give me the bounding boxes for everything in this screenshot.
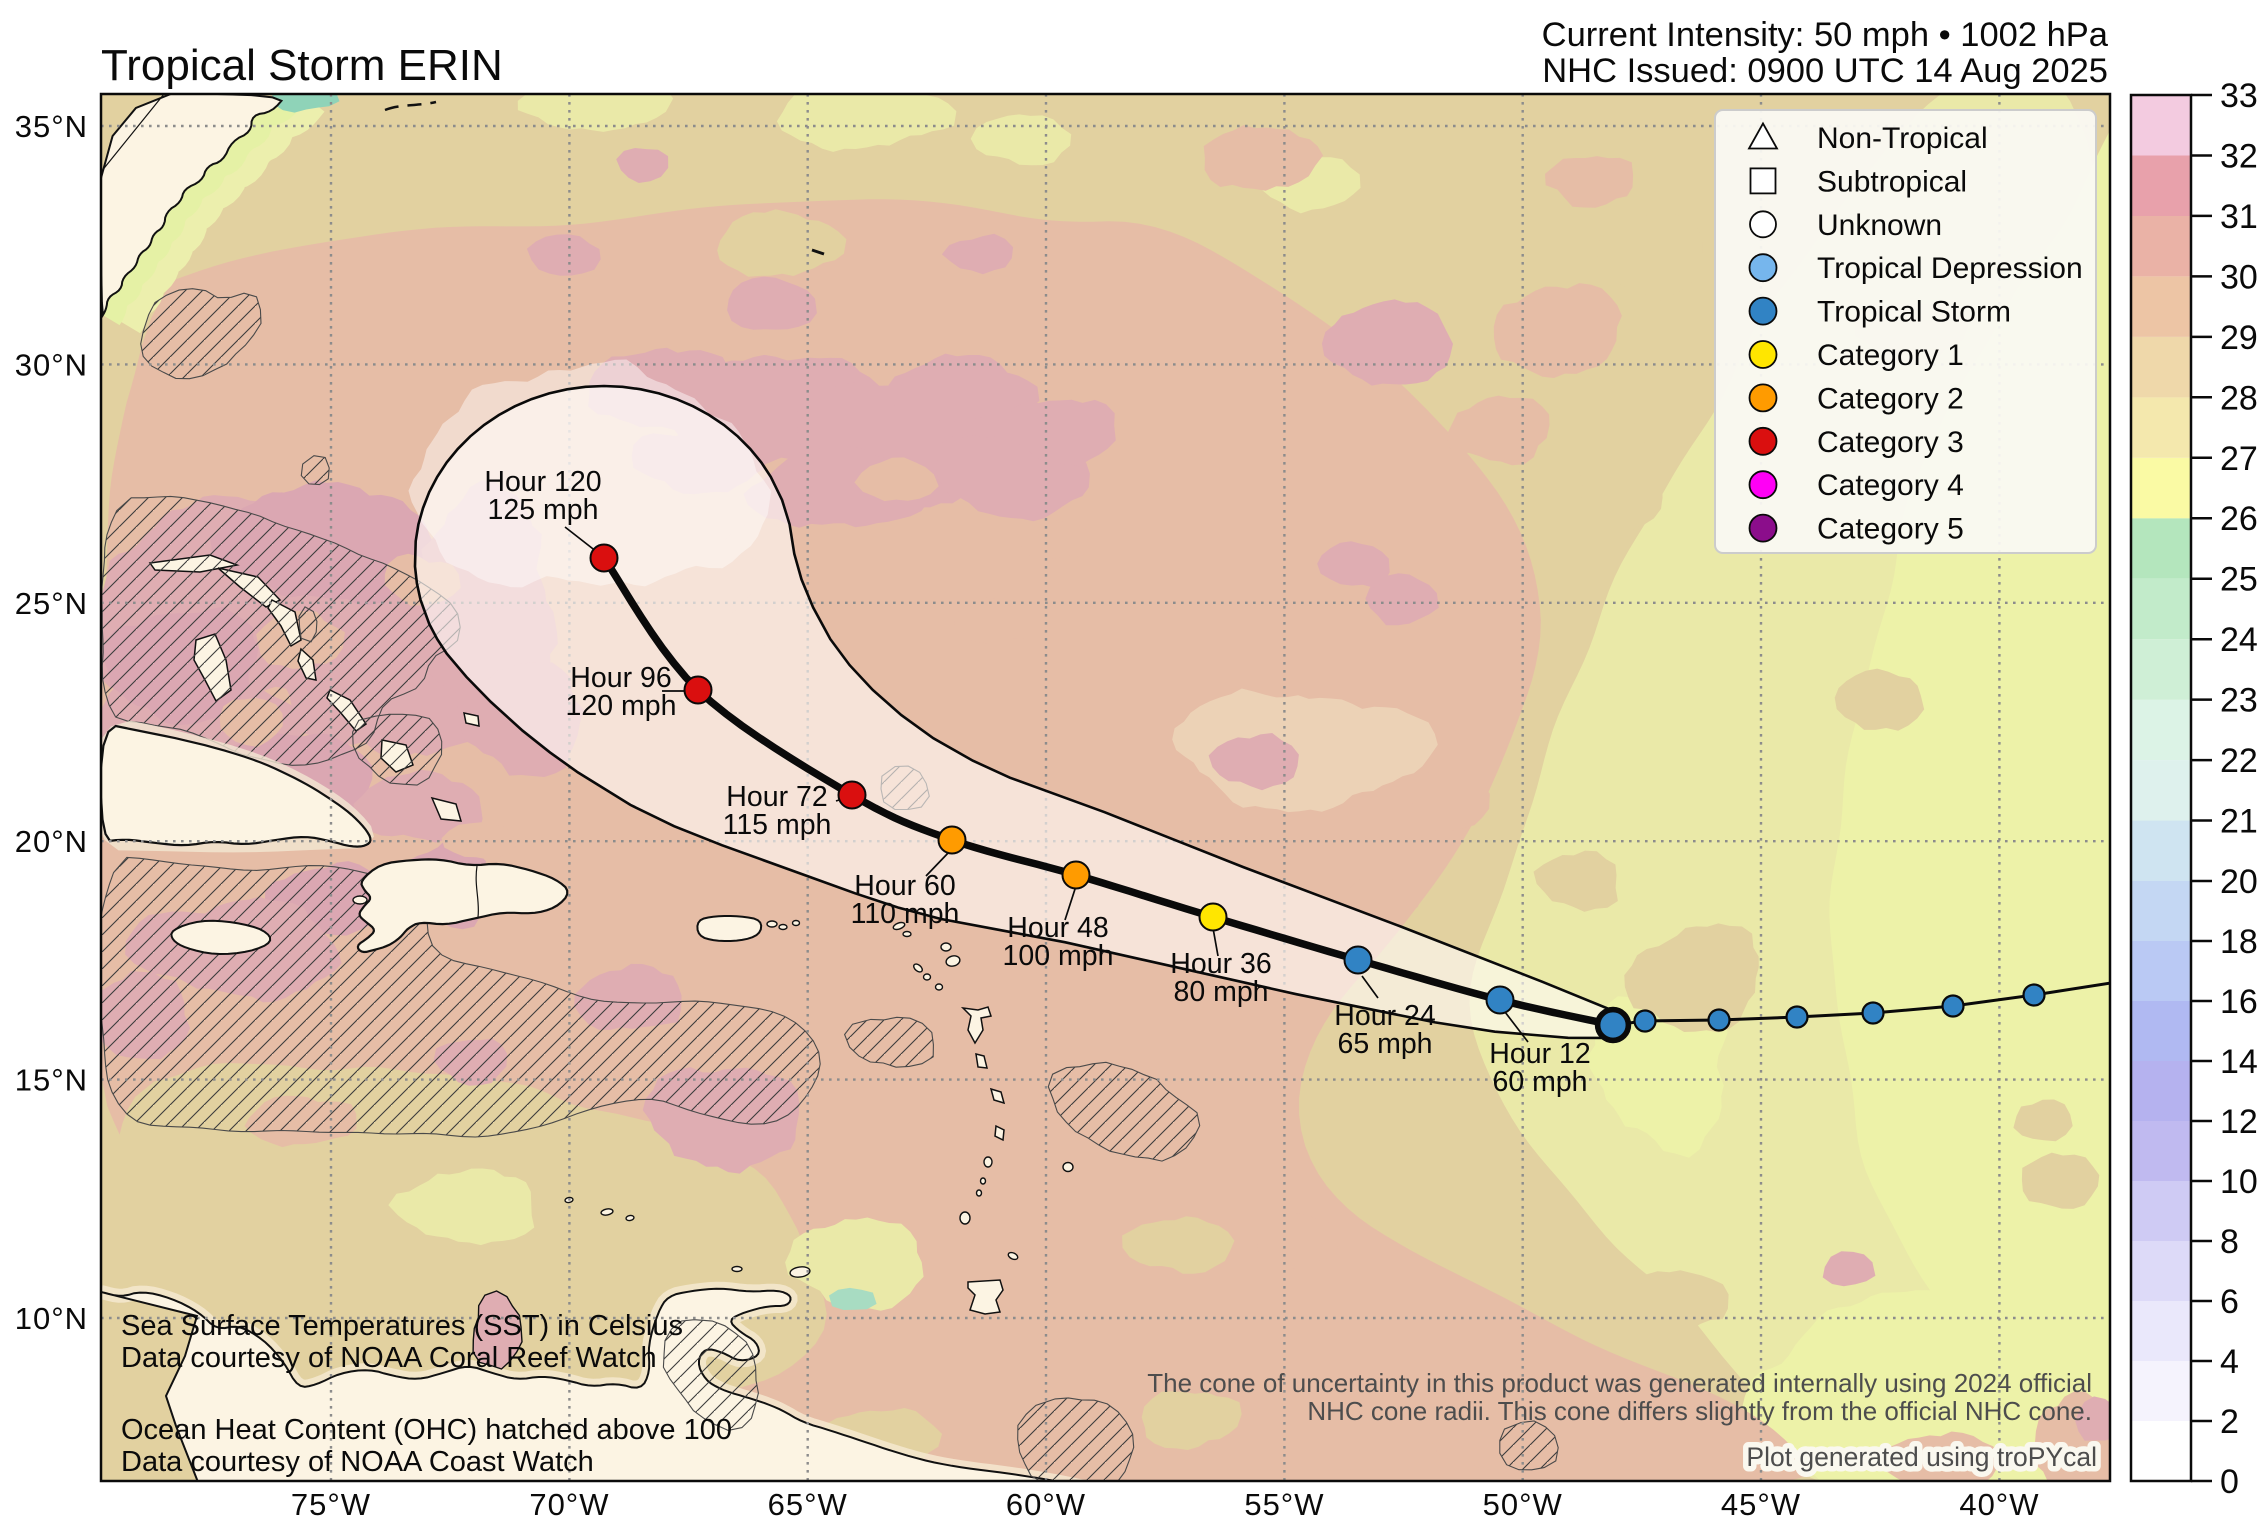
svg-text:10: 10 <box>2220 1163 2258 1201</box>
svg-text:110 mph: 110 mph <box>851 898 960 930</box>
svg-text:100 mph: 100 mph <box>1003 940 1114 972</box>
svg-text:65 mph: 65 mph <box>1337 1028 1432 1060</box>
svg-text:125 mph: 125 mph <box>488 494 599 526</box>
svg-text:Hour 24: Hour 24 <box>1334 1000 1436 1032</box>
svg-text:50°W: 50°W <box>1483 1487 1563 1522</box>
svg-text:Hour 60: Hour 60 <box>854 870 955 902</box>
svg-text:65°W: 65°W <box>768 1487 848 1522</box>
svg-text:Hour 48: Hour 48 <box>1007 912 1108 944</box>
svg-text:27: 27 <box>2220 440 2258 478</box>
svg-text:35°N: 35°N <box>15 109 88 144</box>
svg-text:20: 20 <box>2220 863 2258 901</box>
svg-text:Category 2: Category 2 <box>1817 382 1964 415</box>
svg-text:Ocean Heat Content (OHC) hatch: Ocean Heat Content (OHC) hatched above 1… <box>121 1414 732 1446</box>
svg-text:Non-Tropical: Non-Tropical <box>1817 122 1988 155</box>
svg-text:NHC Issued: 0900 UTC 14 Aug 20: NHC Issued: 0900 UTC 14 Aug 2025 <box>1542 52 2108 90</box>
svg-text:75°W: 75°W <box>291 1487 371 1522</box>
svg-text:6: 6 <box>2220 1283 2239 1321</box>
svg-text:120 mph: 120 mph <box>566 690 677 722</box>
svg-text:14: 14 <box>2220 1043 2258 1081</box>
svg-text:Subtropical: Subtropical <box>1817 165 1967 198</box>
svg-text:Category 1: Category 1 <box>1817 339 1964 372</box>
svg-text:Sea Surface Temperatures (SST): Sea Surface Temperatures (SST) in Celsiu… <box>121 1310 683 1342</box>
svg-text:10°N: 10°N <box>15 1301 88 1336</box>
svg-text:Tropical Storm: Tropical Storm <box>1817 296 2011 329</box>
svg-text:Hour 72: Hour 72 <box>726 781 827 813</box>
svg-text:80 mph: 80 mph <box>1173 976 1268 1008</box>
svg-text:15°N: 15°N <box>15 1063 88 1098</box>
svg-text:33: 33 <box>2220 77 2258 115</box>
svg-text:Plot generated using troPYcal: Plot generated using troPYcal <box>1746 1442 2097 1472</box>
svg-text:115 mph: 115 mph <box>723 809 832 841</box>
svg-text:12: 12 <box>2220 1103 2258 1141</box>
svg-text:Hour 120: Hour 120 <box>484 466 601 498</box>
svg-text:Category 3: Category 3 <box>1817 426 1964 459</box>
svg-text:Category 5: Category 5 <box>1817 513 1964 546</box>
svg-text:60°W: 60°W <box>1006 1487 1086 1522</box>
svg-text:Hour 36: Hour 36 <box>1170 948 1271 980</box>
svg-text:4: 4 <box>2220 1343 2239 1381</box>
svg-text:28: 28 <box>2220 379 2258 417</box>
svg-text:Hour 96: Hour 96 <box>570 662 671 694</box>
svg-text:Tropical Storm ERIN: Tropical Storm ERIN <box>101 41 503 90</box>
svg-text:40°W: 40°W <box>1959 1487 2039 1522</box>
svg-text:29: 29 <box>2220 319 2258 357</box>
svg-text:22: 22 <box>2220 742 2258 780</box>
svg-text:70°W: 70°W <box>529 1487 609 1522</box>
svg-text:Tropical Depression: Tropical Depression <box>1817 252 2083 285</box>
svg-text:Unknown: Unknown <box>1817 209 1942 242</box>
svg-text:30: 30 <box>2220 258 2258 296</box>
svg-text:Data courtesy of NOAA Coast Wa: Data courtesy of NOAA Coast Watch <box>121 1446 594 1478</box>
svg-text:Category 4: Category 4 <box>1817 469 1964 502</box>
svg-text:The cone of uncertainty in thi: The cone of uncertainty in this product … <box>1147 1368 2092 1398</box>
svg-text:32: 32 <box>2220 138 2258 176</box>
svg-text:31: 31 <box>2220 198 2258 236</box>
svg-text:21: 21 <box>2220 803 2258 841</box>
svg-text:60 mph: 60 mph <box>1492 1066 1587 1098</box>
svg-text:Hour 12: Hour 12 <box>1489 1038 1590 1070</box>
svg-text:25°N: 25°N <box>15 586 88 621</box>
svg-text:30°N: 30°N <box>15 347 88 382</box>
svg-text:NHC cone radii. This cone diff: NHC cone radii. This cone differs slight… <box>1307 1396 2092 1426</box>
svg-text:23: 23 <box>2220 682 2258 720</box>
svg-text:Data courtesy of NOAA Coral Re: Data courtesy of NOAA Coral Reef Watch <box>121 1342 657 1374</box>
svg-text:Current Intensity: 50 mph • 10: Current Intensity: 50 mph • 1002 hPa <box>1542 16 2109 54</box>
svg-text:25: 25 <box>2220 561 2258 599</box>
svg-text:45°W: 45°W <box>1721 1487 1801 1522</box>
svg-text:8: 8 <box>2220 1223 2239 1261</box>
svg-text:18: 18 <box>2220 923 2258 961</box>
svg-text:16: 16 <box>2220 983 2258 1021</box>
svg-text:20°N: 20°N <box>15 824 88 859</box>
svg-text:26: 26 <box>2220 500 2258 538</box>
svg-text:0: 0 <box>2220 1463 2239 1501</box>
svg-text:2: 2 <box>2220 1403 2239 1441</box>
svg-text:24: 24 <box>2220 621 2258 659</box>
svg-text:55°W: 55°W <box>1244 1487 1324 1522</box>
